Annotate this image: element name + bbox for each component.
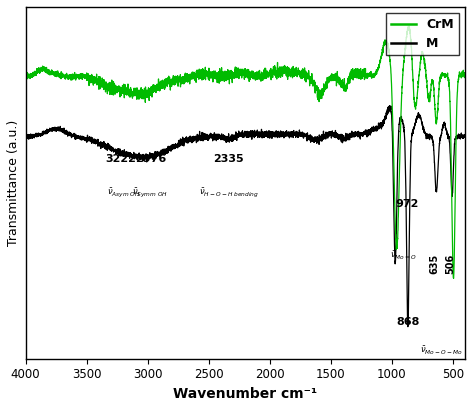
CrM xyxy=(342,86,347,91)
Text: $\bar{\nu}_{H-O-H\ bending}$: $\bar{\nu}_{H-O-H\ bending}$ xyxy=(199,186,259,199)
Text: $\bar{\nu}_{Mo-O-Mo}$: $\bar{\nu}_{Mo-O-Mo}$ xyxy=(420,345,463,357)
Line: CrM: CrM xyxy=(26,26,465,278)
M xyxy=(211,134,217,139)
Y-axis label: Transmittance (a.u.): Transmittance (a.u.) xyxy=(7,120,20,246)
Text: 3222: 3222 xyxy=(105,153,136,164)
CrM xyxy=(462,71,468,75)
Text: 635: 635 xyxy=(429,254,439,274)
M xyxy=(342,135,347,140)
M xyxy=(405,324,411,329)
CrM xyxy=(449,192,455,197)
M xyxy=(449,191,455,196)
Text: 506: 506 xyxy=(446,254,456,274)
M xyxy=(427,132,433,137)
Text: 972: 972 xyxy=(395,199,419,209)
M xyxy=(387,104,392,109)
Text: 2976: 2976 xyxy=(135,153,166,164)
CrM xyxy=(427,97,433,102)
Legend: CrM, M: CrM, M xyxy=(386,13,459,55)
Text: $\bar{\nu}_{Symm\ OH}$: $\bar{\nu}_{Symm\ OH}$ xyxy=(132,186,169,199)
Line: M: M xyxy=(26,106,465,327)
Text: 2335: 2335 xyxy=(213,153,244,164)
CrM xyxy=(207,71,213,76)
M xyxy=(462,133,468,138)
M xyxy=(23,133,28,137)
CrM xyxy=(451,276,456,281)
Text: $\bar{\nu}_{Mo=O}$: $\bar{\nu}_{Mo=O}$ xyxy=(391,250,418,262)
CrM xyxy=(23,73,28,78)
M xyxy=(231,136,237,141)
X-axis label: Wavenumber cm⁻¹: Wavenumber cm⁻¹ xyxy=(173,387,317,401)
Text: $\bar{\nu}_{Asym\ OH}$: $\bar{\nu}_{Asym\ OH}$ xyxy=(107,186,141,199)
CrM xyxy=(211,74,217,79)
M xyxy=(207,135,213,140)
CrM xyxy=(231,75,237,80)
Text: 868: 868 xyxy=(396,317,419,327)
CrM xyxy=(406,24,412,29)
